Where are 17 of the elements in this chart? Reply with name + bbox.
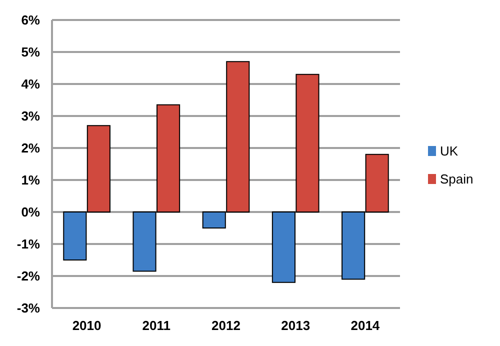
legend-label: UK (440, 144, 458, 159)
y-tick-label: 2% (21, 140, 40, 156)
y-tick-label: 6% (21, 12, 40, 28)
y-tick-label: 4% (21, 76, 40, 92)
y-tick-label: 0% (21, 204, 40, 220)
y-tick-label: 5% (21, 44, 40, 60)
y-tick-label: -1% (16, 236, 40, 252)
x-tick-label: 2010 (72, 318, 102, 333)
legend-label: Spain (440, 172, 474, 187)
y-tick-label: -3% (16, 300, 40, 316)
x-tick-label: 2013 (281, 318, 310, 333)
x-tick-label: 2012 (212, 318, 240, 333)
y-tick-label: 3% (21, 108, 40, 124)
x-tick-label: 2011 (142, 318, 170, 333)
y-tick-label: -2% (16, 268, 40, 284)
x-tick-label: 2014 (350, 318, 380, 333)
y-tick-label: 1% (21, 172, 40, 188)
